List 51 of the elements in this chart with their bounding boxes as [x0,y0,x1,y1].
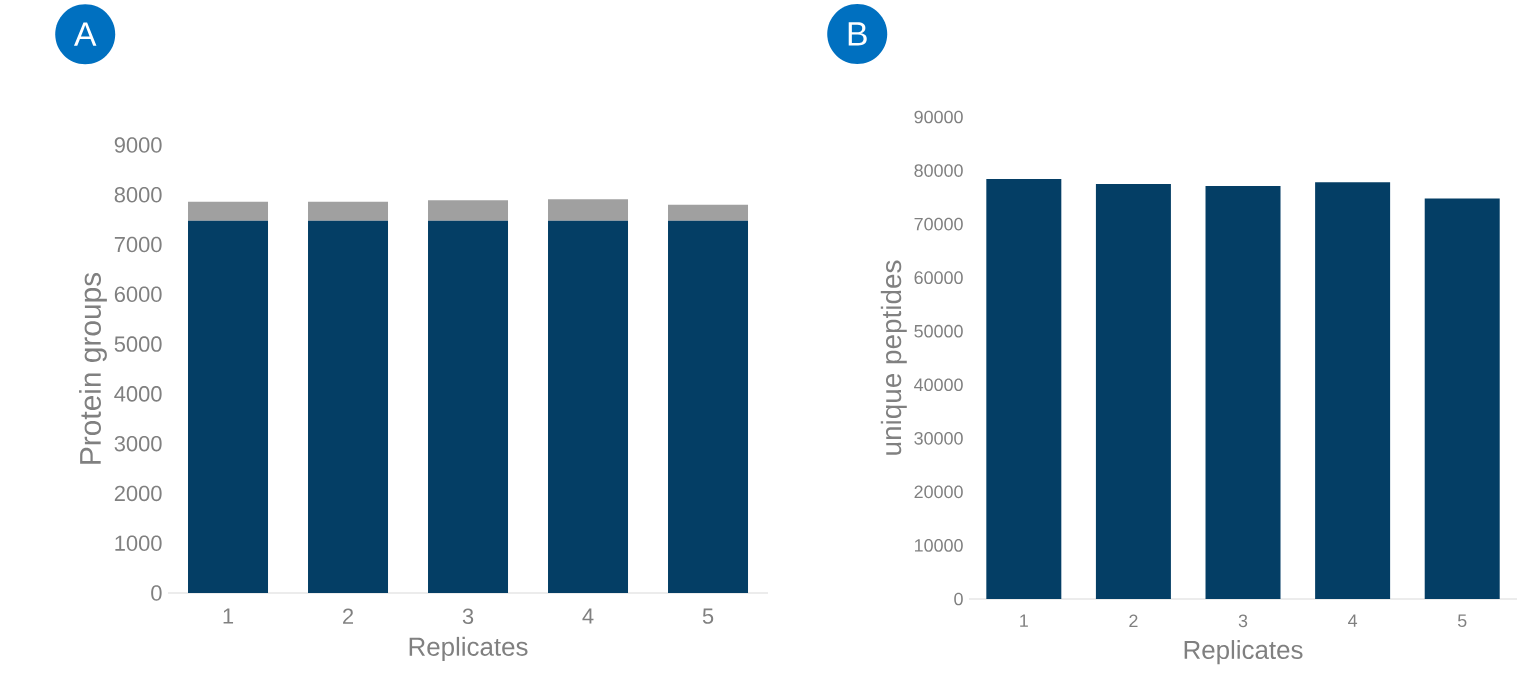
y-tick-label: 5000 [114,336,162,352]
x-axis-title: Replicates [1184,640,1303,665]
y-tick-label: 60000 [914,271,963,284]
y-tick-label: 70000 [914,217,963,231]
y-tick-label: 30000 [914,431,963,445]
y-axis-title: unique peptides [880,260,907,455]
y-tick-label: 0 [151,585,162,601]
x-tick-label: 5 [702,608,714,624]
x-tick-label: 3 [462,608,474,625]
y-tick-label: 40000 [914,378,963,392]
bar [308,220,389,593]
bar [188,220,269,593]
y-tick-label: 9000 [114,137,162,153]
bar [308,201,389,221]
x-tick-label: 2 [343,608,354,624]
y-tick-label: 7000 [114,236,162,253]
y-tick-label: 20000 [914,485,963,499]
y-tick-label: 1000 [115,535,162,551]
y-tick-label: 3000 [114,435,162,452]
y-tick-label: 50000 [914,324,963,338]
bar [428,220,509,593]
y-tick-label: 90000 [914,110,963,124]
x-tick-label: 3 [1238,614,1248,628]
bar [1095,183,1171,599]
y-tick-label: 8000 [114,187,162,203]
bar [1315,182,1391,599]
y-tick-label: 4000 [114,386,162,402]
y-tick-label: 6000 [114,286,162,303]
bar [188,201,269,221]
y-tick-label: 10000 [914,539,963,552]
y-axis-title: Protein groups [79,272,107,464]
bar [548,199,629,221]
x-tick-label: 1 [223,608,234,624]
bar [986,179,1062,599]
y-tick-label: 80000 [914,164,963,177]
bar [428,200,509,221]
x-tick-label: 2 [1129,614,1138,628]
bar [668,204,749,221]
bar [1424,198,1500,599]
x-axis-title: Replicates [409,636,528,662]
bar [1205,186,1281,599]
chart-title: A [73,22,97,46]
y-tick-label: 0 [954,592,963,606]
chart-title: B [848,22,867,46]
x-tick-label: 1 [1020,614,1028,627]
y-tick-label: 2000 [114,485,162,502]
x-tick-label: 4 [582,608,594,624]
x-tick-label: 5 [1457,614,1467,628]
bar [548,220,629,593]
x-tick-label: 4 [1348,614,1358,627]
bar [668,220,749,593]
